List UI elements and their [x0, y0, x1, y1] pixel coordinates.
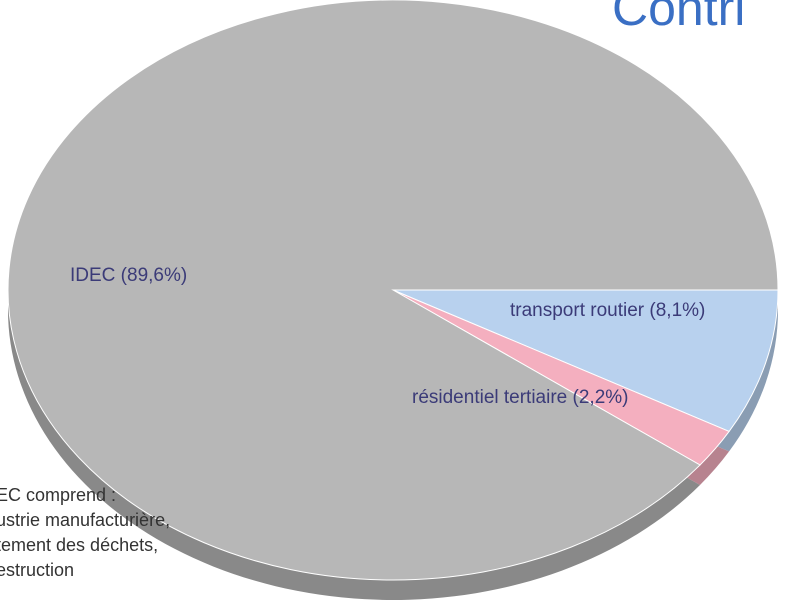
pie: [7, 0, 779, 601]
slice: [7, 0, 779, 581]
note-line: ustrie manufacturière,: [0, 510, 170, 530]
slice-label: résidentiel tertiaire (2,2%): [412, 387, 628, 408]
slice-label: IDEC (89,6%): [70, 265, 187, 286]
slice: [392, 289, 779, 433]
note-line: tement des déchets,: [0, 535, 158, 555]
note-line: estruction: [0, 560, 74, 580]
chart-title: Contri: [612, 0, 745, 36]
note-line: EC comprend :: [0, 485, 116, 505]
slice-label: transport routier (8,1%): [510, 300, 705, 321]
